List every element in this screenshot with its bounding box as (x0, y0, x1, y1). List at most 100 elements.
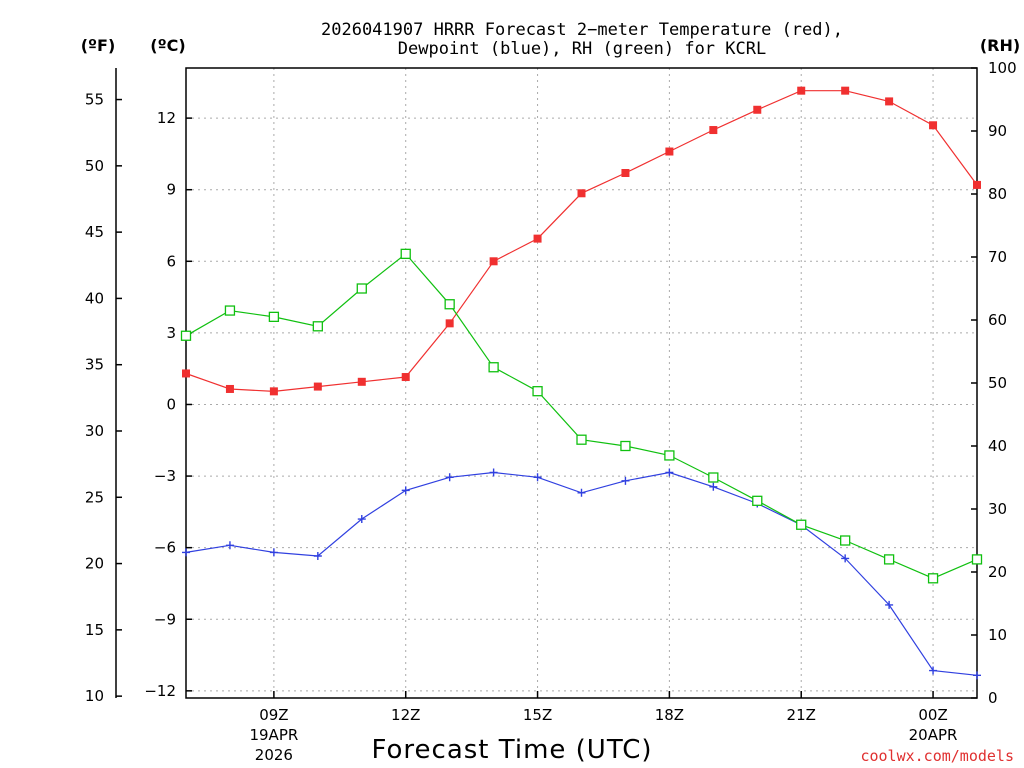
celsius-tick-label: −12 (144, 682, 176, 700)
celsius-tick-label: −6 (154, 539, 176, 557)
dewpoint-line (185, 471, 978, 676)
rh-point (356, 283, 367, 294)
rh-tick-label: 60 (988, 311, 1007, 329)
date-label: 19APR (249, 726, 298, 744)
rh-point (796, 519, 807, 530)
temperature-point (621, 169, 630, 177)
rh-point (532, 386, 543, 397)
temperature-point (973, 180, 981, 189)
temperature-point (401, 373, 410, 382)
celsius-tick-label: 0 (166, 395, 176, 413)
temperature-point (445, 319, 454, 328)
temperature-point (665, 147, 674, 156)
rh-tick-label: 70 (988, 248, 1007, 266)
time-axis: 09Z 12Z 15Z 18Z 21Z 00Z 19APR 2026 20APR (249, 691, 957, 764)
series-rh (180, 248, 983, 584)
dewpoint-point (182, 548, 190, 557)
fahrenheit-tick-label: 55 (85, 91, 104, 109)
celsius-axis: −12 −9 −6 −3 0 3 6 9 12 (144, 109, 192, 700)
fahrenheit-tick-label: 40 (85, 289, 104, 307)
temperature-point (885, 97, 894, 106)
temperature-point (577, 189, 586, 198)
fahrenheit-tick-label: 50 (85, 157, 104, 175)
temperature-point (753, 105, 762, 114)
rh-tick-label: 40 (988, 437, 1007, 455)
rh-point (752, 495, 763, 506)
rh-tick-label: 0 (988, 689, 998, 707)
temperature-point (929, 121, 938, 130)
rh-point (927, 573, 939, 584)
dewpoint-point (489, 468, 498, 477)
dewpoint-point (357, 515, 366, 524)
fahrenheit-axis: 10 15 20 25 30 35 40 45 50 55 (85, 91, 122, 705)
rh-point (312, 321, 323, 332)
dewpoint-point (577, 488, 586, 497)
celsius-tick-label: 9 (166, 181, 176, 199)
time-tick-label: 18Z (655, 706, 684, 724)
rh-point (664, 450, 675, 461)
fahrenheit-tick-label: 15 (85, 621, 104, 639)
rh-point (620, 440, 631, 452)
temperature-point (841, 86, 850, 95)
rh-tick-label: 50 (988, 374, 1007, 392)
rh-point (444, 299, 455, 310)
temperature-line (185, 90, 978, 393)
temperature-point (533, 234, 542, 243)
dewpoint-point (841, 554, 850, 563)
rh-point (400, 248, 411, 260)
rh-axis-unit: (RH) (980, 36, 1020, 55)
temperature-point (269, 387, 278, 396)
x-axis-label: Forecast Time (UTC) (371, 735, 652, 765)
date-label: 20APR (909, 726, 958, 744)
chart-title-line-1: 2026041907 HRRR Forecast 2−meter Tempera… (321, 20, 843, 40)
series-temperature (182, 86, 981, 396)
rh-point (576, 434, 587, 445)
plot-frame (185, 67, 978, 699)
temperature-point (489, 257, 498, 266)
time-tick-label: 15Z (523, 706, 552, 724)
dewpoint-point (621, 476, 630, 485)
fahrenheit-tick-label: 45 (85, 223, 104, 241)
rh-point (224, 305, 236, 316)
temperature-point (709, 126, 718, 135)
rh-point (488, 362, 499, 373)
credit-link[interactable]: coolwx.com/models (860, 747, 1014, 765)
fahrenheit-tick-label: 30 (85, 422, 104, 440)
fahrenheit-tick-label: 10 (85, 687, 104, 705)
rh-axis: 0 10 20 30 40 50 60 70 80 90 100 (971, 59, 1017, 707)
rh-point (883, 554, 895, 565)
temperature-point (797, 86, 806, 95)
series-layer (180, 86, 983, 680)
time-tick-label: 00Z (918, 706, 947, 724)
dewpoint-point (929, 666, 938, 675)
rh-point (840, 535, 851, 546)
dewpoint-point (885, 600, 894, 609)
rh-tick-label: 10 (988, 626, 1007, 644)
celsius-tick-label: 6 (166, 252, 176, 270)
rh-point (971, 554, 983, 565)
rh-line (185, 253, 978, 579)
dewpoint-point (313, 552, 322, 561)
dewpoint-point (973, 671, 981, 680)
fahrenheit-tick-label: 25 (85, 488, 104, 506)
temperature-point (225, 384, 234, 393)
rh-tick-label: 100 (988, 59, 1017, 77)
rh-tick-label: 30 (988, 500, 1007, 518)
dewpoint-point (709, 482, 718, 491)
temperature-point (357, 377, 366, 386)
rh-tick-label: 80 (988, 185, 1007, 203)
fahrenheit-tick-label: 20 (85, 555, 104, 573)
time-tick-label: 09Z (259, 706, 288, 724)
dewpoint-point (269, 548, 278, 557)
date-year-label: 2026 (255, 746, 293, 764)
fahrenheit-tick-label: 35 (85, 356, 104, 374)
rh-point (268, 311, 280, 323)
time-tick-label: 12Z (391, 706, 420, 724)
rh-tick-label: 90 (988, 122, 1007, 140)
rh-point (708, 472, 719, 483)
celsius-tick-label: −3 (154, 467, 176, 485)
dewpoint-point (445, 473, 454, 482)
celsius-tick-label: 3 (166, 324, 176, 342)
temperature-point (182, 369, 190, 378)
